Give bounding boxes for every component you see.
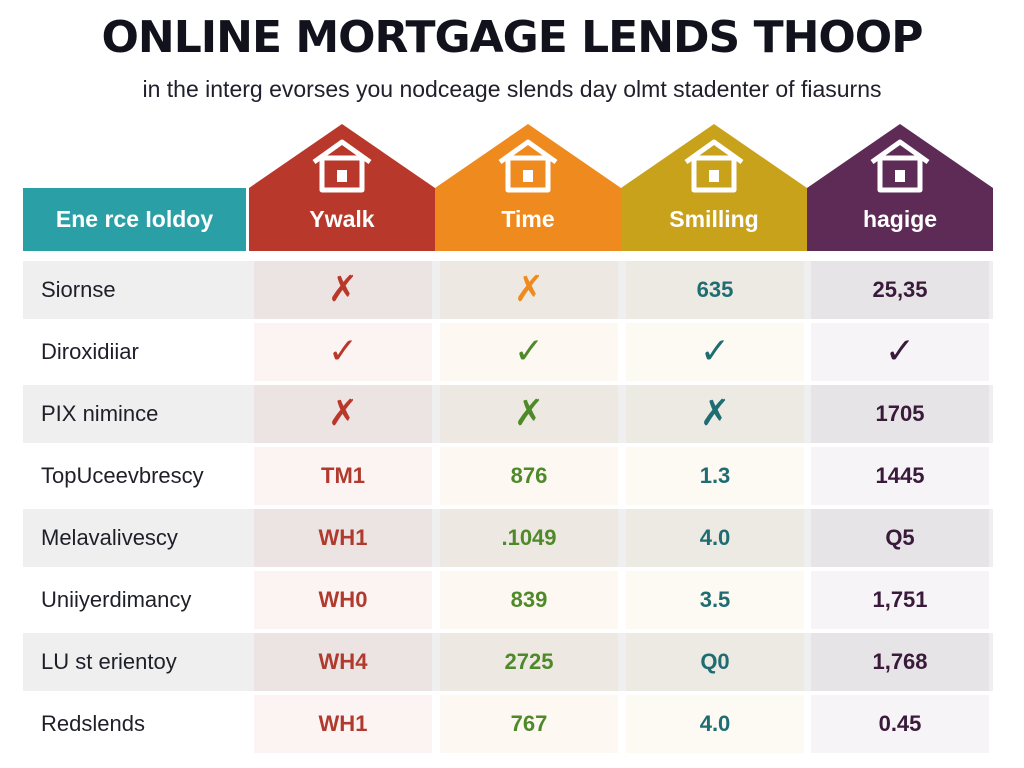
table-cell: ✗ <box>626 385 804 443</box>
check-icon: ✓ <box>327 331 359 372</box>
page-subtitle: in the interg evorses you nodceage slend… <box>142 76 882 102</box>
cell-value: WH1 <box>318 525 368 550</box>
table-cell: Q5 <box>811 509 989 567</box>
table-cell: ✗ <box>254 385 432 443</box>
table-cell: WH4 <box>254 633 432 691</box>
table-cell: TM1 <box>254 447 432 505</box>
cell-value: 1,751 <box>872 587 928 612</box>
table-cell: 876 <box>440 447 618 505</box>
cell-value: 3.5 <box>699 587 731 612</box>
table-cell: Q0 <box>626 633 804 691</box>
lead-column-header: Ene rce Ioldoy <box>23 188 246 251</box>
cross-icon: ✗ <box>513 269 545 310</box>
check-icon: ✓ <box>513 331 545 372</box>
table-cell: ✓ <box>254 323 432 381</box>
table-cell: 1,768 <box>811 633 989 691</box>
table-cell: 767 <box>440 695 618 753</box>
table-cell: WH0 <box>254 571 432 629</box>
house-icon <box>312 139 372 193</box>
cell-value: 0.45 <box>878 711 922 736</box>
table-cell: ✓ <box>811 323 989 381</box>
table-cell: 2725 <box>440 633 618 691</box>
table-row: Diroxidiiar ✓ ✓ ✓ ✓ <box>23 323 993 381</box>
table-cell: ✗ <box>440 385 618 443</box>
table-row: PIX nimince ✗ ✗ ✗ 1705 <box>23 385 993 443</box>
cell-value: Q0 <box>700 649 730 674</box>
row-label: Redslends <box>41 711 145 736</box>
table-row: Melavalivescy WH1 .1049 4.0 Q5 <box>23 509 993 567</box>
column-header-label: Smilling <box>669 206 759 232</box>
table-cell: ✓ <box>440 323 618 381</box>
cell-value: 1705 <box>875 401 925 426</box>
table-cell: 1705 <box>811 385 989 443</box>
table-cell: 4.0 <box>626 695 804 753</box>
cell-value: .1049 <box>501 525 557 550</box>
cell-value: 2725 <box>504 649 554 674</box>
table-cell: 1,751 <box>811 571 989 629</box>
column-header-label: Time <box>501 206 555 232</box>
table-cell: WH1 <box>254 509 432 567</box>
table-row: Siornse ✗ ✗ 635 25,35 <box>23 261 993 319</box>
table-cell: 635 <box>626 261 804 319</box>
column-header-label: hagige <box>862 206 938 232</box>
row-label: Siornse <box>41 277 116 302</box>
column-header-2: Time <box>435 124 621 251</box>
row-label: Diroxidiiar <box>41 339 139 364</box>
cell-value: 1,768 <box>872 649 928 674</box>
cell-value: TM1 <box>321 463 365 488</box>
row-label: PIX nimince <box>41 401 159 426</box>
cell-value: 1.3 <box>699 463 731 488</box>
page-title: ONLINE MORTGAGE LENDS THOOP <box>101 12 924 63</box>
house-icon <box>684 139 744 193</box>
table-cell: 0.45 <box>811 695 989 753</box>
cell-value: 4.0 <box>699 525 731 550</box>
table-cell: 25,35 <box>811 261 989 319</box>
cell-value: WH1 <box>318 711 368 736</box>
table-cell: 4.0 <box>626 509 804 567</box>
cross-icon: ✗ <box>699 393 731 434</box>
table-cell: ✗ <box>440 261 618 319</box>
table-cell: 839 <box>440 571 618 629</box>
table-cell: ✗ <box>254 261 432 319</box>
cell-value: 1445 <box>875 463 925 488</box>
cross-icon: ✗ <box>327 269 359 310</box>
cell-value: 839 <box>510 587 548 612</box>
table-cell: .1049 <box>440 509 618 567</box>
row-label: Melavalivescy <box>41 525 178 550</box>
column-header-4: hagige <box>807 124 993 251</box>
table-cell: 1.3 <box>626 447 804 505</box>
house-icon <box>498 139 558 193</box>
row-label: TopUceevbrescy <box>41 463 204 488</box>
table-row: Uniiyerdimancy WH0 839 3.5 1,751 <box>23 571 993 629</box>
row-label: LU st erientoy <box>41 649 177 674</box>
table-cell: 3.5 <box>626 571 804 629</box>
column-header-3: Smilling <box>621 124 807 251</box>
cell-value: 4.0 <box>699 711 731 736</box>
house-icon <box>870 139 930 193</box>
cross-icon: ✗ <box>327 393 359 434</box>
cell-value: 635 <box>696 277 734 302</box>
cell-value: WH0 <box>318 587 368 612</box>
column-header-label: Ywalk <box>309 206 375 232</box>
cell-value: 25,35 <box>872 277 928 302</box>
cell-value: 876 <box>510 463 548 488</box>
cell-value: 767 <box>510 711 548 736</box>
table-row: Redslends WH1 767 4.0 0.45 <box>23 695 993 753</box>
table-cell: WH1 <box>254 695 432 753</box>
column-header-1: Ywalk <box>249 124 435 251</box>
table-row: TopUceevbrescy TM1 876 1.3 1445 <box>23 447 993 505</box>
cell-value: WH4 <box>318 649 368 674</box>
table-cell: ✓ <box>626 323 804 381</box>
table-cell: 1445 <box>811 447 989 505</box>
row-label: Uniiyerdimancy <box>41 587 192 612</box>
check-icon: ✓ <box>884 331 916 372</box>
check-icon: ✓ <box>699 331 731 372</box>
cross-icon: ✗ <box>513 393 545 434</box>
cell-value: Q5 <box>885 525 915 550</box>
table-row: LU st erientoy WH4 2725 Q0 1,768 <box>23 633 993 691</box>
